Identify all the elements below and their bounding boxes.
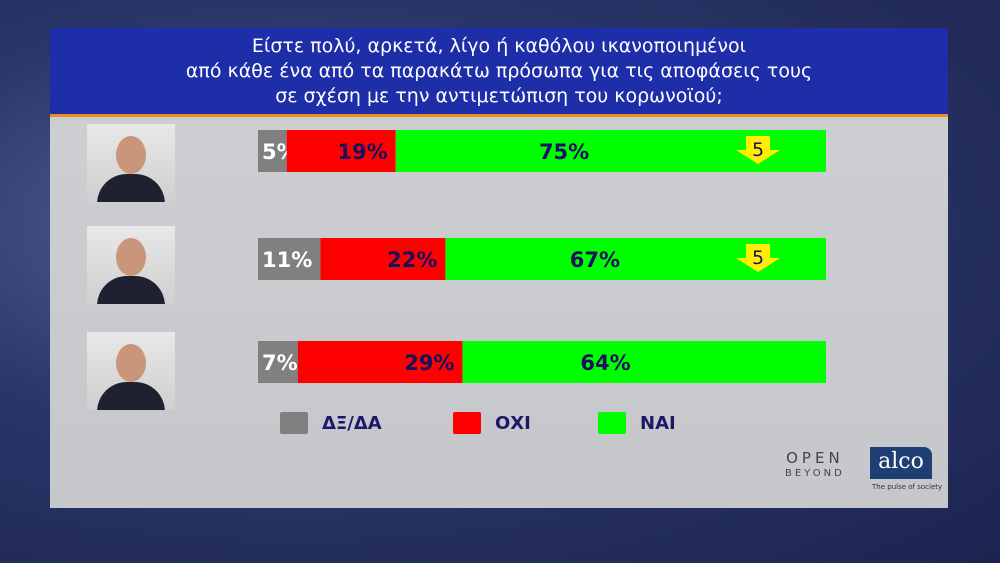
down-arrow-icon: [736, 136, 780, 164]
bar-label: 29%: [404, 351, 454, 375]
bar-segment: [462, 341, 826, 383]
open-beyond-logo: OPEN BEYOND: [785, 449, 845, 479]
bar-segment: [320, 238, 446, 280]
divider: [50, 114, 948, 117]
bar-segment: [258, 130, 287, 172]
person-photo: [87, 332, 175, 410]
legend-item-yes: ΝΑΙ: [598, 412, 676, 434]
change-value: 5: [752, 139, 764, 161]
bar-label: 64%: [580, 351, 630, 375]
bar-segment: [286, 130, 396, 172]
legend-item-dk: ΔΞ/ΔΑ: [280, 412, 382, 434]
person-photo: [87, 124, 175, 202]
bar-segment: [258, 341, 298, 383]
legend-swatch: [280, 412, 308, 434]
legend-label: ΔΞ/ΔΑ: [322, 412, 382, 434]
down-arrow-icon: [736, 244, 780, 272]
bar-segment: [258, 238, 321, 280]
legend-item-no: ΟΧΙ: [453, 412, 531, 434]
bar-label: 19%: [337, 140, 387, 164]
chart-title: Είστε πολύ, αρκετά, λίγο ή καθόλου ικανο…: [50, 28, 948, 114]
bar-label: 67%: [570, 248, 620, 272]
legend-swatch: [598, 412, 626, 434]
bar-segment: [297, 341, 463, 383]
bar-label: 7%: [262, 351, 298, 375]
alco-tagline: The pulse of society: [872, 483, 943, 491]
alco-logo: alco: [870, 447, 932, 479]
legend-swatch: [453, 412, 481, 434]
legend-label: ΟΧΙ: [495, 412, 531, 434]
title-line: από κάθε ένα από τα παρακάτω πρόσωπα για…: [185, 60, 813, 82]
person-photo: [87, 226, 175, 304]
change-value: 5: [752, 247, 764, 269]
bar-label: 22%: [387, 248, 437, 272]
legend-label: ΝΑΙ: [640, 412, 676, 434]
bar-label: 75%: [539, 140, 589, 164]
bar-label: 11%: [262, 248, 312, 272]
title-line: σε σχέση με την αντιμετώπιση του κορωνοϊ…: [275, 85, 723, 107]
title-line: Είστε πολύ, αρκετά, λίγο ή καθόλου ικανο…: [251, 35, 747, 57]
